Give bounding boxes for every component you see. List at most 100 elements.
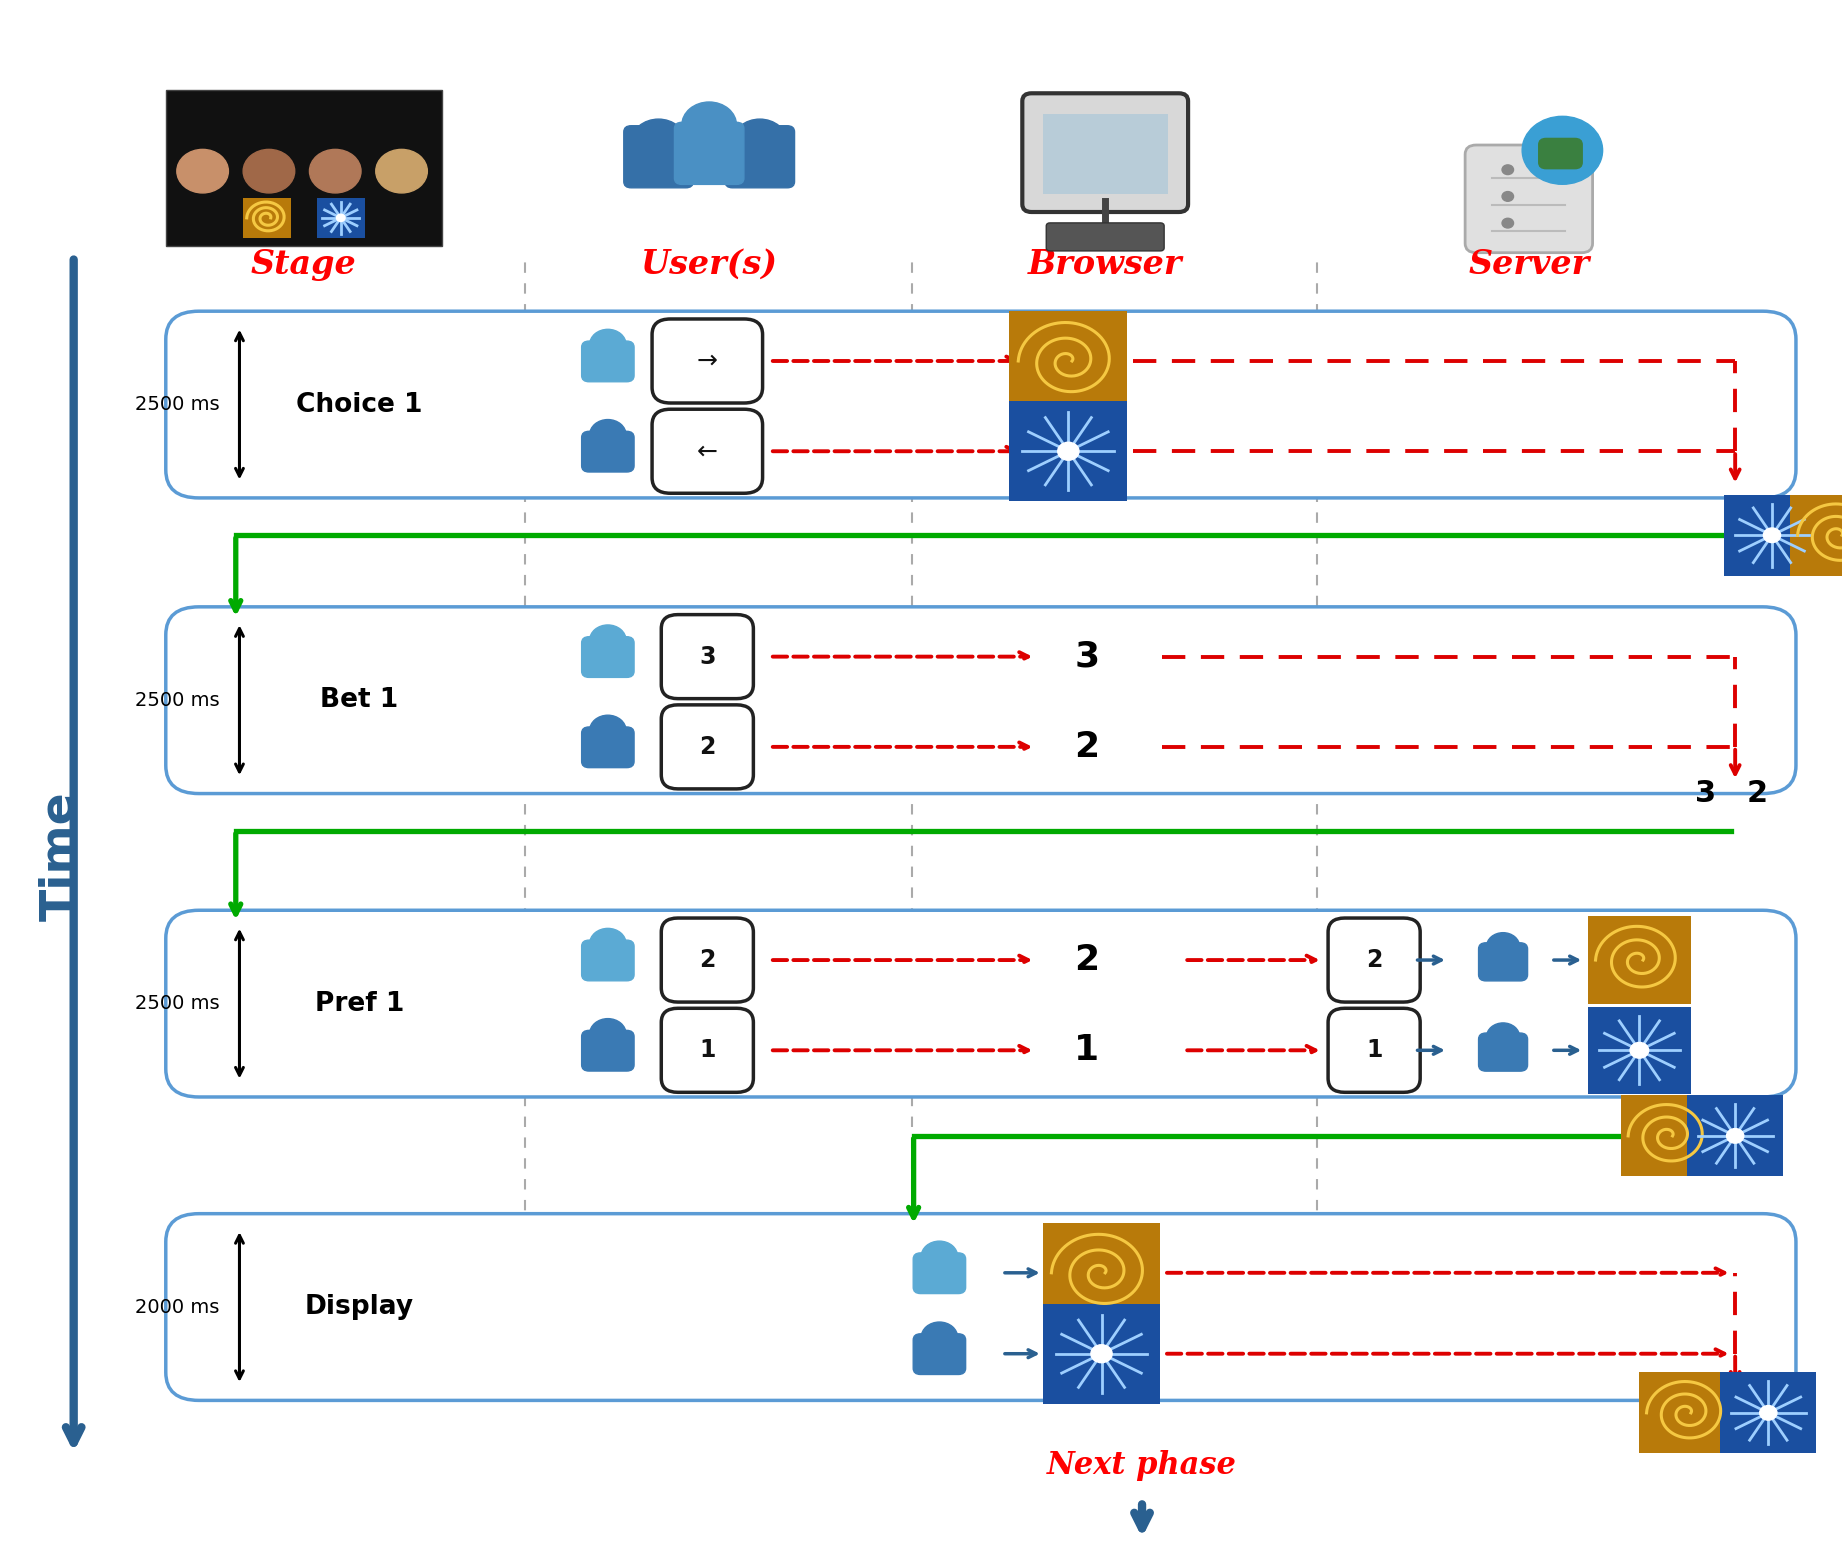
Text: Choice 1: Choice 1 bbox=[297, 392, 422, 417]
Text: 3: 3 bbox=[1074, 640, 1100, 674]
Text: →: → bbox=[696, 349, 718, 373]
FancyBboxPatch shape bbox=[726, 126, 794, 188]
FancyBboxPatch shape bbox=[652, 319, 763, 403]
FancyBboxPatch shape bbox=[582, 940, 634, 980]
FancyBboxPatch shape bbox=[624, 126, 693, 188]
FancyBboxPatch shape bbox=[1588, 916, 1691, 1004]
FancyBboxPatch shape bbox=[1043, 114, 1168, 194]
FancyBboxPatch shape bbox=[674, 123, 744, 185]
Text: 1: 1 bbox=[700, 1038, 715, 1063]
Circle shape bbox=[589, 929, 626, 958]
Circle shape bbox=[632, 120, 685, 165]
Text: 2: 2 bbox=[1074, 943, 1100, 977]
Circle shape bbox=[589, 626, 626, 655]
Circle shape bbox=[733, 120, 787, 165]
FancyBboxPatch shape bbox=[582, 431, 634, 471]
Circle shape bbox=[1501, 218, 1514, 229]
FancyBboxPatch shape bbox=[582, 1030, 634, 1071]
Circle shape bbox=[309, 149, 361, 193]
FancyBboxPatch shape bbox=[661, 1008, 753, 1092]
Text: Browser: Browser bbox=[1028, 247, 1183, 282]
FancyBboxPatch shape bbox=[1724, 495, 1820, 576]
Text: 3: 3 bbox=[1695, 780, 1717, 808]
Circle shape bbox=[1486, 1022, 1520, 1050]
FancyBboxPatch shape bbox=[661, 705, 753, 789]
Text: 2000 ms: 2000 ms bbox=[134, 1298, 219, 1316]
Circle shape bbox=[1501, 165, 1514, 174]
Text: Bet 1: Bet 1 bbox=[321, 688, 398, 713]
FancyBboxPatch shape bbox=[582, 727, 634, 767]
Circle shape bbox=[1763, 527, 1781, 543]
Text: Server: Server bbox=[1468, 247, 1590, 282]
Circle shape bbox=[1726, 1128, 1744, 1144]
Text: 2: 2 bbox=[1746, 780, 1768, 808]
FancyBboxPatch shape bbox=[1022, 93, 1188, 212]
FancyBboxPatch shape bbox=[166, 910, 1796, 1097]
FancyBboxPatch shape bbox=[166, 1214, 1796, 1400]
FancyBboxPatch shape bbox=[914, 1253, 965, 1293]
FancyBboxPatch shape bbox=[1043, 1223, 1160, 1323]
FancyBboxPatch shape bbox=[166, 607, 1796, 794]
FancyBboxPatch shape bbox=[166, 90, 442, 246]
Circle shape bbox=[1759, 1405, 1778, 1421]
Text: 1: 1 bbox=[1367, 1038, 1382, 1063]
FancyBboxPatch shape bbox=[1588, 1007, 1691, 1094]
FancyBboxPatch shape bbox=[166, 311, 1796, 498]
Text: 2: 2 bbox=[700, 734, 715, 759]
Text: Next phase: Next phase bbox=[1046, 1450, 1238, 1481]
FancyBboxPatch shape bbox=[661, 615, 753, 699]
Text: User(s): User(s) bbox=[641, 247, 777, 282]
Text: 2: 2 bbox=[1367, 948, 1382, 972]
FancyBboxPatch shape bbox=[582, 341, 634, 381]
Text: Time: Time bbox=[39, 790, 83, 921]
Circle shape bbox=[337, 215, 344, 221]
FancyBboxPatch shape bbox=[1687, 1095, 1783, 1176]
FancyBboxPatch shape bbox=[1009, 311, 1127, 411]
FancyBboxPatch shape bbox=[1464, 145, 1593, 252]
Circle shape bbox=[589, 420, 626, 450]
FancyBboxPatch shape bbox=[1043, 1304, 1160, 1404]
FancyBboxPatch shape bbox=[1479, 1033, 1527, 1071]
Circle shape bbox=[589, 716, 626, 745]
FancyBboxPatch shape bbox=[914, 1333, 965, 1374]
Text: Display: Display bbox=[304, 1295, 414, 1319]
Circle shape bbox=[1501, 191, 1514, 201]
FancyBboxPatch shape bbox=[1479, 943, 1527, 980]
Circle shape bbox=[1521, 117, 1603, 184]
Circle shape bbox=[589, 330, 626, 359]
Circle shape bbox=[921, 1242, 958, 1271]
Text: 2500 ms: 2500 ms bbox=[134, 691, 219, 710]
FancyBboxPatch shape bbox=[243, 198, 291, 238]
Circle shape bbox=[1630, 1043, 1649, 1058]
FancyBboxPatch shape bbox=[1790, 495, 1842, 576]
Circle shape bbox=[1090, 1344, 1113, 1363]
FancyBboxPatch shape bbox=[1639, 1372, 1735, 1453]
Circle shape bbox=[1057, 442, 1079, 461]
FancyBboxPatch shape bbox=[1538, 138, 1582, 168]
FancyBboxPatch shape bbox=[1621, 1095, 1717, 1176]
FancyBboxPatch shape bbox=[1328, 918, 1420, 1002]
Text: ←: ← bbox=[696, 439, 718, 464]
Text: 2500 ms: 2500 ms bbox=[134, 395, 219, 414]
Text: 3: 3 bbox=[700, 644, 715, 669]
Circle shape bbox=[177, 149, 228, 193]
Text: Pref 1: Pref 1 bbox=[315, 991, 403, 1016]
FancyBboxPatch shape bbox=[652, 409, 763, 493]
Circle shape bbox=[1486, 932, 1520, 960]
Text: 2: 2 bbox=[1074, 730, 1100, 764]
Circle shape bbox=[921, 1323, 958, 1352]
Text: 2: 2 bbox=[700, 948, 715, 972]
FancyBboxPatch shape bbox=[1720, 1372, 1816, 1453]
Circle shape bbox=[682, 103, 737, 148]
Circle shape bbox=[243, 149, 295, 193]
FancyBboxPatch shape bbox=[661, 918, 753, 1002]
FancyBboxPatch shape bbox=[1009, 401, 1127, 501]
Circle shape bbox=[589, 1019, 626, 1049]
FancyBboxPatch shape bbox=[1328, 1008, 1420, 1092]
Circle shape bbox=[376, 149, 427, 193]
FancyBboxPatch shape bbox=[317, 198, 365, 238]
FancyBboxPatch shape bbox=[582, 636, 634, 677]
Text: 2500 ms: 2500 ms bbox=[134, 994, 219, 1013]
FancyBboxPatch shape bbox=[1046, 223, 1164, 251]
Text: Stage: Stage bbox=[251, 247, 357, 282]
